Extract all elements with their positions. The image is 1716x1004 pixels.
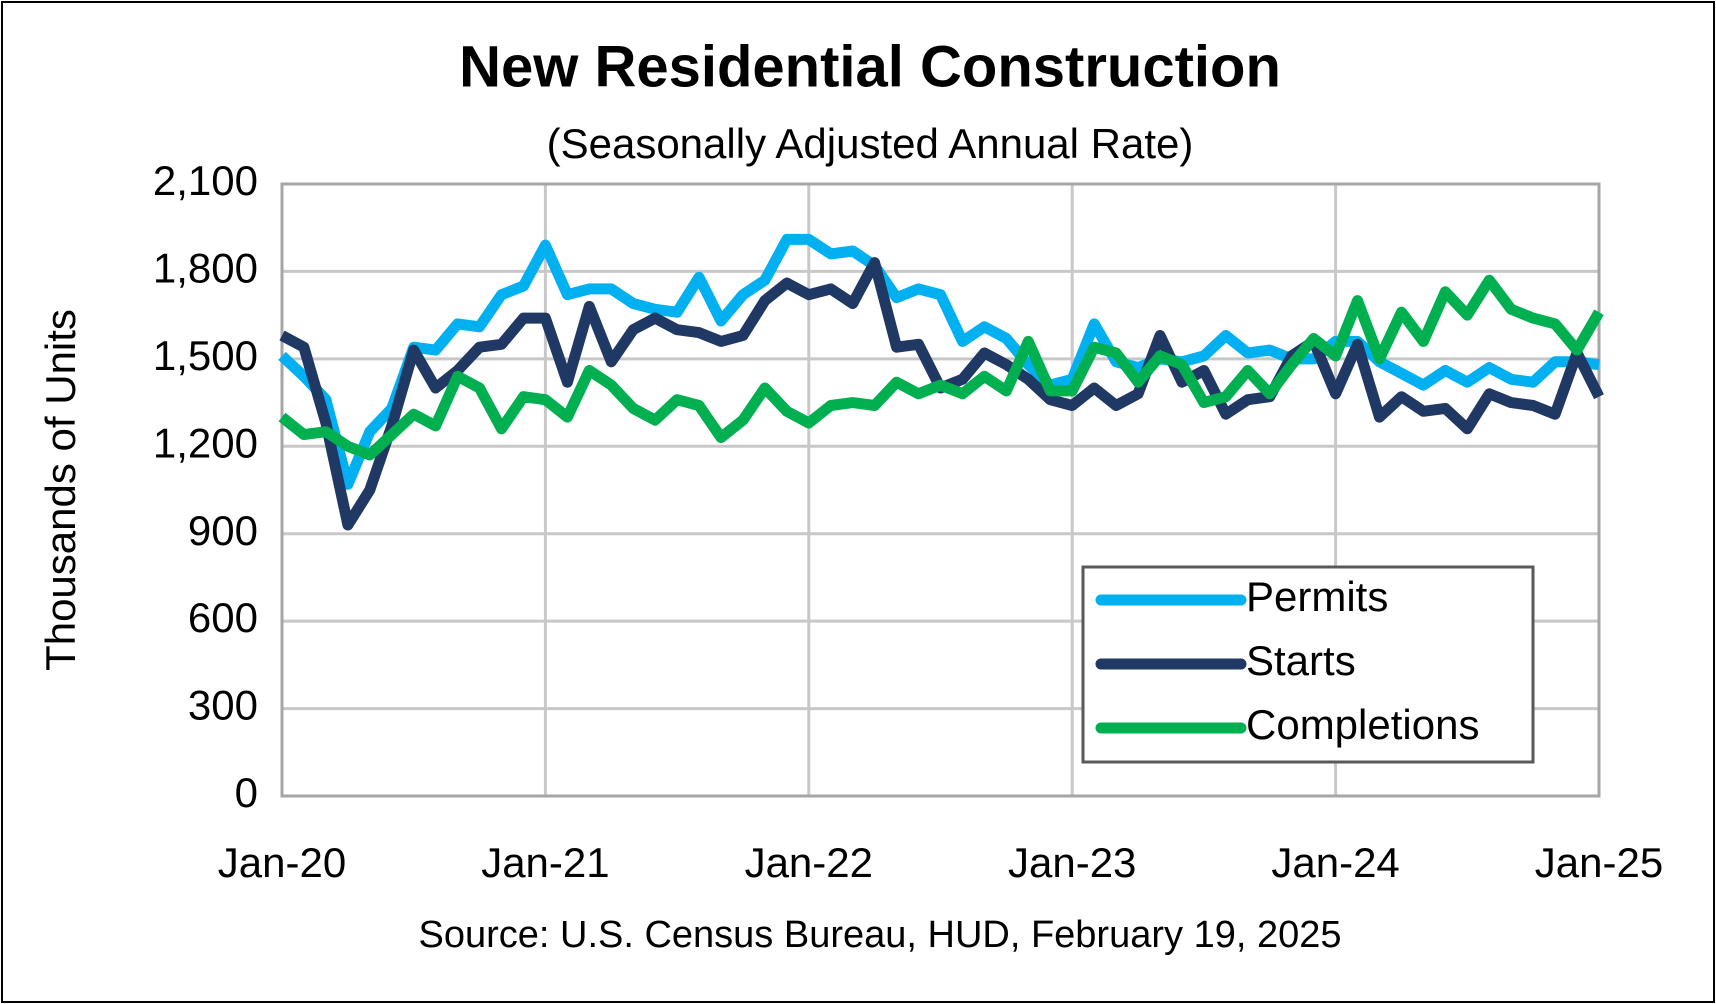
x-tick-label: Jan-21 — [481, 839, 609, 886]
x-tick-label: Jan-23 — [1008, 839, 1136, 886]
y-tick-label: 900 — [188, 507, 258, 554]
y-axis-label: Thousands of Units — [37, 309, 84, 671]
x-tick-label: Jan-22 — [745, 839, 873, 886]
chart-title: New Residential Construction — [459, 34, 1281, 99]
series-line — [278, 274, 1604, 461]
x-tick-label: Jan-25 — [1535, 839, 1663, 886]
legend: Permits Starts Completions — [1081, 565, 1535, 764]
plot-border — [280, 182, 1601, 798]
chart-subtitle: (Seasonally Adjusted Annual Rate) — [547, 120, 1194, 167]
y-tick-label: 300 — [188, 682, 258, 729]
y-tick-label: 1,200 — [153, 419, 258, 466]
y-tick-label: 0 — [235, 769, 258, 816]
x-tick-label: Jan-20 — [218, 839, 346, 886]
x-tick-label: Jan-24 — [1271, 839, 1399, 886]
legend-label: Completions — [1246, 701, 1479, 748]
source-note: Source: U.S. Census Bureau, HUD, Februar… — [418, 914, 1341, 956]
y-tick-label: 1,500 — [153, 332, 258, 379]
y-tick-label: 600 — [188, 594, 258, 641]
legend-label: Permits — [1246, 573, 1388, 620]
legend-label: Starts — [1246, 637, 1356, 684]
y-tick-label: 1,800 — [153, 245, 258, 292]
y-tick-label: 2,100 — [153, 157, 258, 204]
